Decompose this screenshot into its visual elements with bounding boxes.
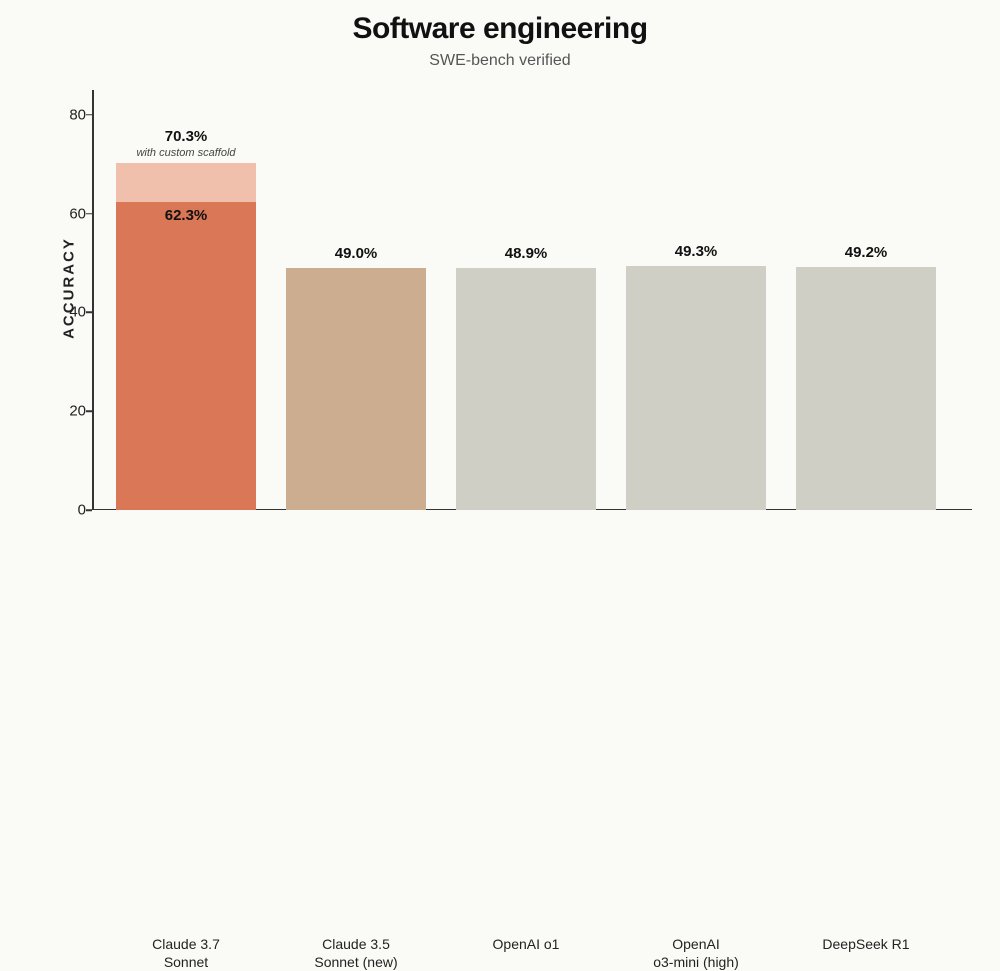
chart-subtitle: SWE-bench verified [0, 52, 1000, 70]
bar-primary [626, 266, 766, 510]
x-tick-label: Claude 3.5Sonnet (new) [276, 936, 436, 971]
bar-primary [796, 267, 936, 510]
y-tick-mark [86, 312, 92, 314]
y-tick-mark [86, 509, 92, 511]
bar-value-label: 49.2% [845, 244, 888, 261]
x-tick-label: Claude 3.7Sonnet [106, 936, 266, 971]
x-tick-label: OpenAIo3-mini (high) [616, 936, 776, 971]
bar-primary [286, 268, 426, 510]
y-tick-label: 40 [52, 304, 86, 321]
plot-area: 02040608070.3%with custom scaffold62.3%C… [92, 90, 972, 510]
chart-title: Software engineering [0, 12, 1000, 46]
y-tick-mark [86, 114, 92, 116]
y-tick-label: 20 [52, 403, 86, 420]
x-tick-label: OpenAI o1 [446, 936, 606, 954]
bar-value-sublabel: with custom scaffold [136, 147, 235, 159]
y-tick-mark [86, 213, 92, 215]
y-axis-label: ACCURACY [60, 237, 77, 339]
y-tick-label: 80 [52, 106, 86, 123]
bar-primary [116, 202, 256, 510]
bar-primary [456, 268, 596, 510]
y-tick-mark [86, 410, 92, 412]
x-tick-label: DeepSeek R1 [786, 936, 946, 954]
bar-value-label: 49.0% [335, 245, 378, 262]
y-axis-line [92, 90, 94, 510]
bar-value-label: 70.3% [165, 128, 208, 145]
bar-value-label: 48.9% [505, 245, 548, 262]
bar-value-label: 49.3% [675, 243, 718, 260]
y-tick-label: 0 [52, 502, 86, 519]
chart-container: Software engineering SWE-bench verified … [0, 0, 1000, 576]
bar-value-label: 62.3% [165, 207, 208, 224]
y-tick-label: 60 [52, 205, 86, 222]
